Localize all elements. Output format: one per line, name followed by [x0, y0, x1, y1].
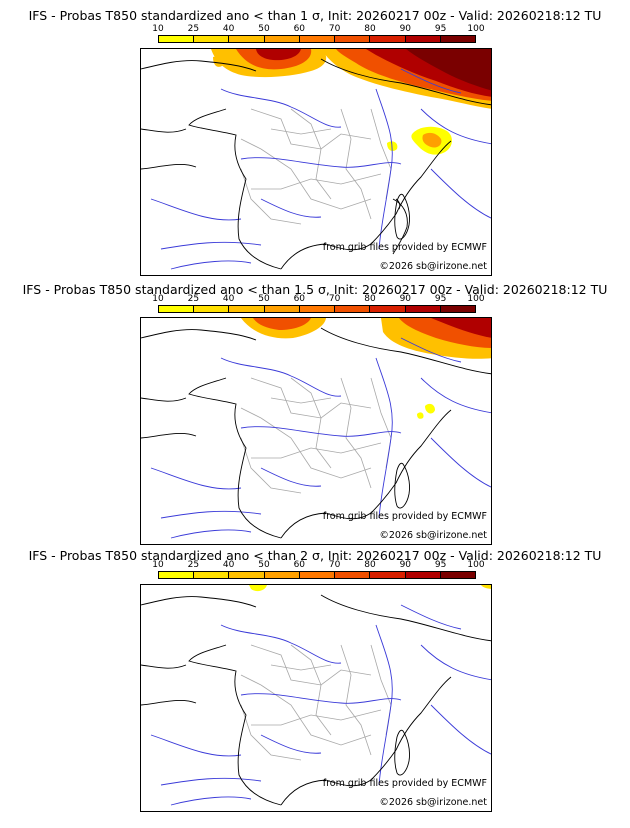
- legend-swatch: [405, 572, 441, 578]
- legend-swatch: [159, 572, 195, 578]
- legend-swatch: [299, 306, 336, 312]
- legend-tick: 10: [152, 24, 164, 34]
- legend-tick: 40: [222, 294, 235, 304]
- legend-tick: 50: [258, 560, 270, 570]
- map-panel-2: IFS - Probas T850 standardized ano < tha…: [0, 276, 630, 552]
- color-legend: 10 25 40 50 60 70 80 90 95 100: [152, 560, 485, 586]
- source-note: from grib files provided by ECMWF: [322, 511, 487, 522]
- legend-tick: 40: [222, 560, 235, 570]
- map-frame: from grib files provided by ECMWF ©2026 …: [140, 48, 492, 276]
- legend-tick: 90: [399, 560, 412, 570]
- panel-title: IFS - Probas T850 standardized ano < tha…: [28, 8, 602, 23]
- region-borders: [240, 377, 392, 494]
- legend-tick: 80: [364, 560, 376, 570]
- legend-swatch: [299, 36, 336, 42]
- legend-tick: 95: [434, 294, 447, 304]
- legend-tick: 50: [258, 294, 270, 304]
- legend-tick: 10: [152, 560, 164, 570]
- legend-swatch: [440, 306, 475, 312]
- corsica-island: [394, 462, 410, 509]
- legend-swatch: [229, 306, 265, 312]
- color-legend: 10 25 40 50 60 70 80 90 95 100: [152, 24, 485, 50]
- legend-tick: 100: [467, 560, 485, 570]
- copyright-note: ©2026 sb@irizone.net: [379, 530, 487, 541]
- legend-swatch: [370, 306, 406, 312]
- legend-tick: 70: [328, 560, 341, 570]
- legend-tick: 25: [187, 560, 200, 570]
- legend-tick: 10: [152, 294, 164, 304]
- map-panel-1: IFS - Probas T850 standardized ano < tha…: [0, 0, 630, 280]
- legend-swatch: [405, 306, 441, 312]
- legend-swatch: [335, 306, 371, 312]
- coastlines-and-borders: [141, 58, 491, 270]
- legend-tick: 80: [364, 294, 376, 304]
- source-note: from grib files provided by ECMWF: [322, 778, 487, 789]
- legend-swatch: [159, 306, 195, 312]
- source-note: from grib files provided by ECMWF: [322, 242, 487, 253]
- map-panel-3: IFS - Probas T850 standardized ano < tha…: [0, 546, 630, 828]
- legend-tick: 60: [293, 560, 306, 570]
- legend-swatch: [264, 572, 300, 578]
- legend-swatch: [370, 572, 406, 578]
- map-canvas: [141, 49, 491, 270]
- legend-swatch: [335, 36, 371, 42]
- legend-ticks: 10 25 40 50 60 70 80 90 95 100: [152, 294, 484, 304]
- legend-swatch: [370, 36, 406, 42]
- copyright-note: ©2026 sb@irizone.net: [379, 261, 487, 272]
- legend-color-bar: [158, 571, 476, 579]
- legend-swatch: [194, 572, 230, 578]
- map-canvas: [141, 585, 491, 806]
- map-frame: from grib files provided by ECMWF ©2026 …: [140, 317, 492, 545]
- copyright-note: ©2026 sb@irizone.net: [379, 797, 487, 808]
- map-canvas: [141, 318, 491, 539]
- region-borders: [240, 644, 392, 761]
- legend-tick: 80: [364, 24, 376, 34]
- legend-ticks: 10 25 40 50 60 70 80 90 95 100: [152, 24, 484, 34]
- legend-tick: 90: [399, 294, 412, 304]
- rivers: [150, 337, 491, 539]
- probability-fields: [211, 49, 491, 155]
- legend-swatch: [440, 36, 475, 42]
- legend-tick: 60: [293, 294, 306, 304]
- legend-swatch: [405, 36, 441, 42]
- legend-tick: 100: [467, 24, 485, 34]
- region-borders: [240, 108, 392, 225]
- legend-color-bar: [158, 35, 476, 43]
- legend-tick: 100: [467, 294, 485, 304]
- rivers: [150, 68, 491, 270]
- legend-tick: 90: [399, 24, 412, 34]
- legend-tick: 25: [187, 24, 200, 34]
- corsica-island: [394, 193, 410, 240]
- rivers: [150, 604, 491, 806]
- probability-fields: [241, 318, 491, 419]
- probability-fields: [249, 585, 491, 592]
- legend-swatch: [159, 36, 195, 42]
- legend-tick: 70: [328, 294, 341, 304]
- legend-ticks: 10 25 40 50 60 70 80 90 95 100: [152, 560, 484, 570]
- legend-swatch: [194, 36, 230, 42]
- legend-swatch: [299, 572, 336, 578]
- legend-tick: 60: [293, 24, 306, 34]
- legend-swatch: [264, 306, 300, 312]
- panel-title: IFS - Probas T850 standardized ano < tha…: [28, 548, 602, 563]
- legend-swatch: [264, 36, 300, 42]
- legend-swatch: [335, 572, 371, 578]
- legend-color-bar: [158, 305, 476, 313]
- legend-swatch: [440, 572, 475, 578]
- legend-swatch: [194, 306, 230, 312]
- map-frame: from grib files provided by ECMWF ©2026 …: [140, 584, 492, 812]
- legend-tick: 70: [328, 24, 341, 34]
- legend-swatch: [229, 36, 265, 42]
- legend-tick: 40: [222, 24, 235, 34]
- legend-tick: 50: [258, 24, 270, 34]
- legend-swatch: [229, 572, 265, 578]
- coastlines-and-borders: [141, 594, 491, 806]
- legend-tick: 25: [187, 294, 200, 304]
- color-legend: 10 25 40 50 60 70 80 90 95 100: [152, 294, 485, 320]
- legend-tick: 95: [434, 560, 447, 570]
- corsica-island: [394, 729, 410, 776]
- panel-title: IFS - Probas T850 standardized ano < tha…: [22, 282, 608, 297]
- coastlines-and-borders: [141, 327, 491, 539]
- legend-tick: 95: [434, 24, 447, 34]
